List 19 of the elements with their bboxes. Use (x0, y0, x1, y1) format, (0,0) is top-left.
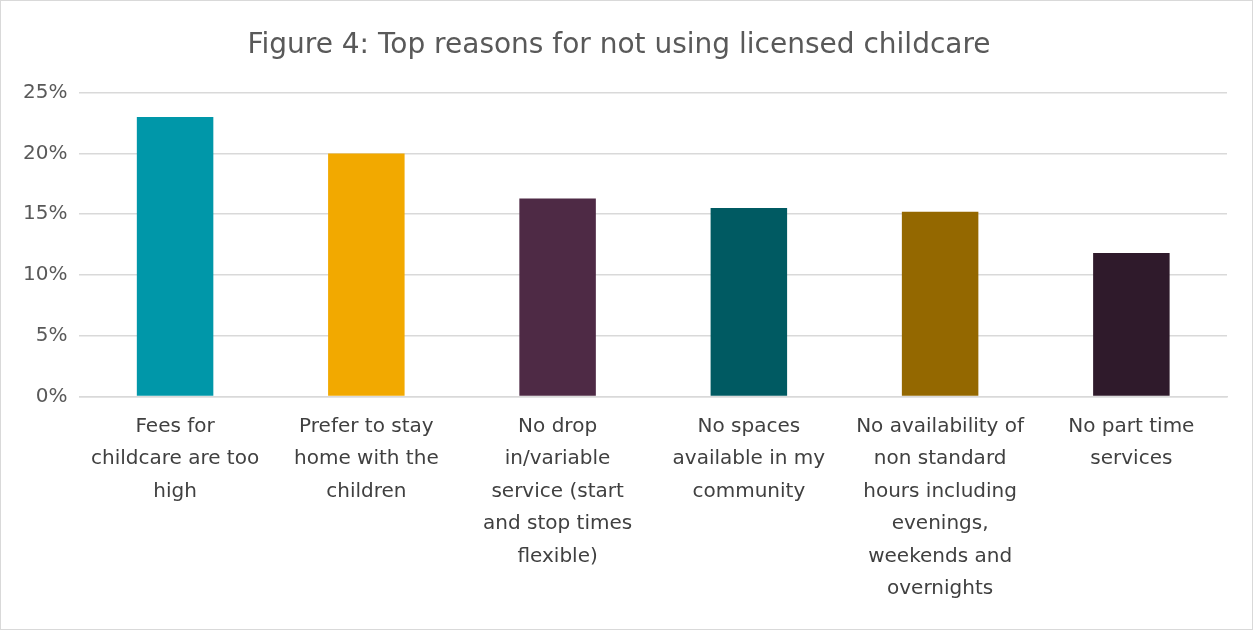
bar (328, 153, 405, 396)
bar (1093, 253, 1170, 396)
bar (136, 116, 214, 396)
x-tick-label: No spaces available in my community (672, 413, 826, 502)
bar (710, 208, 788, 396)
y-tick-label: 20% (23, 139, 68, 164)
y-tick-label: 25% (23, 78, 68, 103)
y-tick-label: 0% (35, 382, 68, 407)
x-tick-label: No part time services (1068, 413, 1195, 470)
x-tick-label: No drop in/variable service (start and stop times flexible) (483, 413, 633, 567)
y-tick-label: 5% (35, 322, 68, 346)
bar (519, 198, 596, 396)
x-tick-label: Fees for childcare are too high (90, 413, 260, 502)
chart-title: Figure 4: Top reasons for not using licensed childcare (247, 27, 991, 61)
y-tick-label: 15% (23, 200, 68, 225)
y-tick-label: 10% (23, 261, 68, 286)
x-tick-label: No availability of non standard hours including evenings, weekends and overnights (856, 413, 1026, 599)
x-tick-label: Prefer to stay home with the children (294, 413, 439, 502)
bar (901, 211, 979, 396)
